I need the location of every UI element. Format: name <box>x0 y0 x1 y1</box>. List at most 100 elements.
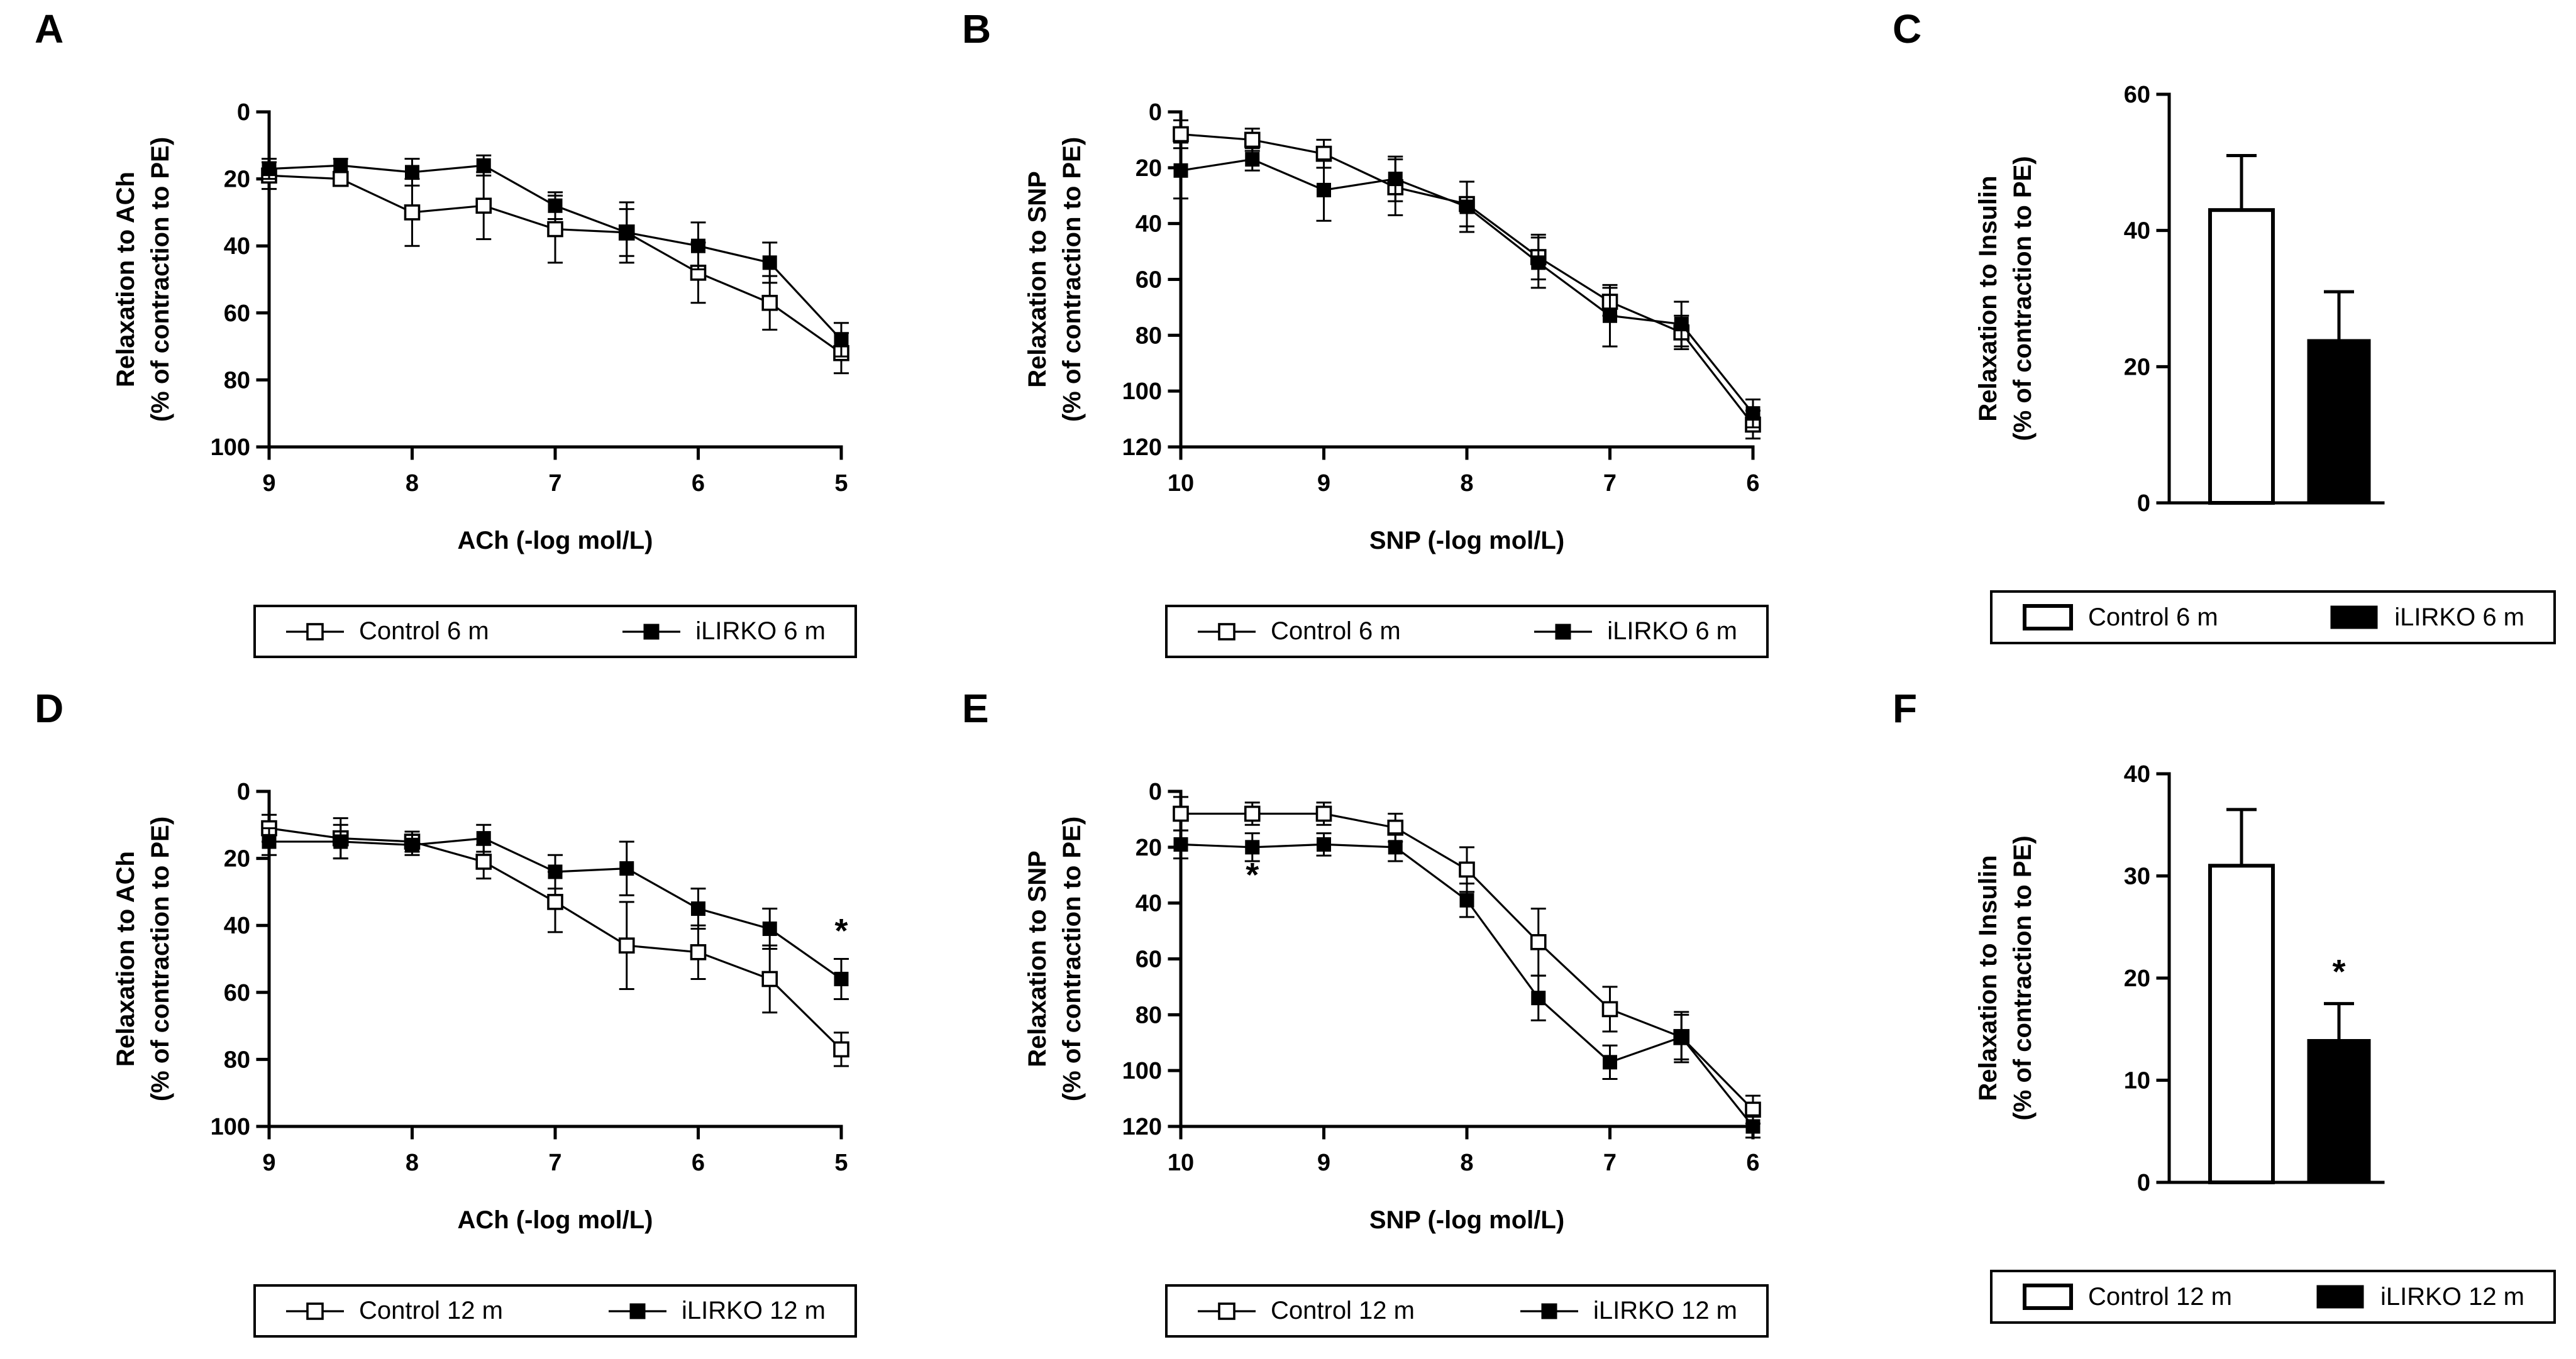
legend-label: Control 12 m <box>359 1297 503 1324</box>
chart-text: 9 <box>1317 470 1330 497</box>
chart-text: 20 <box>2124 354 2150 380</box>
bar-ilirko-6-m <box>2307 339 2371 503</box>
chart-text: 60 <box>224 300 250 327</box>
chart-text: 9 <box>262 470 275 497</box>
bar-control-12-m <box>2208 864 2275 1184</box>
filled-square-line-legend-marker-icon <box>609 1303 667 1319</box>
chart-text: 40 <box>1136 891 1162 917</box>
chart-text: 20 <box>2124 966 2150 992</box>
open-rect-legend-marker-icon <box>2023 604 2073 630</box>
panel-d-stack: 0 20 40 60 80 100 9 8 7 6 5 Relaxation to ACh (% of … <box>80 768 898 1338</box>
legend-item: iLIRKO 6 m <box>1533 617 1737 646</box>
chart-text: 30 <box>2124 864 2150 890</box>
chart-text: 7 <box>1603 1150 1617 1176</box>
legend-label: Control 12 m <box>2088 1282 2232 1311</box>
chart-text: 80 <box>1136 1002 1162 1028</box>
panel-a-stack: 0 20 40 60 80 100 9 8 7 6 5 Relaxation to ACh (% of … <box>80 88 898 658</box>
legend-item: Control 6 m <box>285 617 489 646</box>
chart-text: 120 <box>1122 1114 1162 1140</box>
chart-text: (% of contraction to PE) <box>2009 835 2037 1120</box>
chart-text: Relaxation to Insulin <box>1974 855 2002 1101</box>
panel-f: F 0 10 20 30 40 Relaxation to Insulin (% of co… <box>1792 680 2576 1359</box>
panel-letter-a: A <box>35 6 64 52</box>
bar-ilirko-12-m <box>2307 1039 2371 1183</box>
chart-text: 6 <box>1746 470 1759 497</box>
chart-text: 8 <box>1460 1150 1473 1176</box>
legend-item: iLIRKO 12 m <box>607 1297 826 1325</box>
significance-star: * <box>2332 953 2345 991</box>
chart-text: 100 <box>211 434 250 461</box>
panel-e: E 0 20 40 60 80 100 120 10 9 8 7 6 Relaxation to SNP… <box>912 680 1792 1359</box>
chart-text: 100 <box>1122 1058 1162 1084</box>
chart-text: SNP (-log mol/L) <box>1369 1206 1564 1234</box>
filled-square-line-legend-marker-icon <box>622 624 681 639</box>
panel-b-stack: 0 20 40 60 80 100 120 10 9 8 7 6 Relaxation to SNP (%… <box>992 88 1810 658</box>
chart-text: 6 <box>692 470 705 497</box>
chart-text: 7 <box>548 1150 561 1176</box>
panel-c: C 0 20 40 60 Relaxation to Insulin (% of cont… <box>1792 0 2576 680</box>
bar-control-6-m <box>2208 208 2275 505</box>
chart-text: (% of contraction to PE) <box>1058 137 1086 422</box>
open-square-line-legend-marker-icon <box>1198 622 1256 641</box>
chart-text: 8 <box>406 1150 419 1176</box>
chart-text: 0 <box>237 99 250 126</box>
open-square-line-legend-marker-icon <box>286 1302 344 1320</box>
chart-text: (% of contraction to PE) <box>146 137 174 422</box>
chart-text: 8 <box>1460 470 1473 497</box>
chart-text: (% of contraction to PE) <box>146 817 174 1101</box>
chart-text: 80 <box>224 367 250 393</box>
legend-label: Control 12 m <box>1271 1297 1415 1324</box>
legend-label: iLIRKO 6 m <box>695 617 826 645</box>
chart-text: 40 <box>2124 761 2150 788</box>
chart-text: 0 <box>2137 490 2150 517</box>
chart-text: 100 <box>211 1114 250 1140</box>
chart-text: 9 <box>1317 1150 1330 1176</box>
chart-text: 5 <box>834 470 848 497</box>
chart-text: 40 <box>224 233 250 260</box>
legend-item: Control 6 m <box>2021 603 2218 632</box>
filled-rect-legend-marker-icon <box>2330 605 2378 629</box>
panel-letter-d: D <box>35 686 64 731</box>
insulin-relaxation-6m-bar-chart: 0 20 40 60 Relaxation to Insulin (% of contra… <box>1974 82 2385 517</box>
legend-label: iLIRKO 12 m <box>1593 1297 1737 1324</box>
chart-text: 6 <box>692 1150 705 1176</box>
legend-item: Control 6 m <box>1197 617 1401 646</box>
filled-square-line-legend-marker-icon <box>1520 1303 1579 1319</box>
chart-text: 20 <box>224 846 250 872</box>
chart-text: 120 <box>1122 434 1162 461</box>
chart-text: 40 <box>1136 211 1162 238</box>
significance-star: * <box>834 912 848 950</box>
chart-text: 5 <box>834 1150 848 1176</box>
chart-text: 20 <box>224 167 250 193</box>
chart-text: SNP (-log mol/L) <box>1369 527 1564 554</box>
chart-text: 9 <box>262 1150 275 1176</box>
chart-text: Relaxation to ACh <box>112 851 140 1067</box>
legend-item: Control 12 m <box>2021 1282 2232 1311</box>
chart-text: 60 <box>2124 82 2150 108</box>
insulin-relaxation-12m-bar-chart: 0 10 20 30 40 Relaxation to Insulin (% of cont… <box>1974 761 2385 1196</box>
ach-dose-response-6m-chart: 0 20 40 60 80 100 9 8 7 6 5 Relaxation to ACh (% of … <box>112 99 849 554</box>
panel-a: A 0 20 40 60 80 100 9 8 7 6 5 Relaxation to ACh (% o… <box>0 0 912 680</box>
chart-text: 40 <box>224 913 250 939</box>
chart-text: Relaxation to SNP <box>1024 171 1051 388</box>
legend-label: Control 6 m <box>1271 617 1401 645</box>
legend-item: Control 12 m <box>1197 1297 1415 1325</box>
chart-text: ACh (-log mol/L) <box>457 1206 653 1234</box>
chart-text: 0 <box>2137 1170 2150 1196</box>
chart-text: 20 <box>1136 155 1162 182</box>
legend-box-f: Control 12 m iLIRKO 12 m <box>1990 1270 2556 1324</box>
chart-text: 100 <box>1122 378 1162 405</box>
open-rect-legend-marker-icon <box>2023 1284 2073 1310</box>
legend-label: iLIRKO 6 m <box>2394 603 2524 631</box>
chart-text: Relaxation to ACh <box>112 172 140 387</box>
panel-letter-e: E <box>962 686 989 731</box>
chart-text: Relaxation to SNP <box>1024 850 1051 1067</box>
chart-text: Relaxation to Insulin <box>1974 175 2002 421</box>
chart-text: (% of contraction to PE) <box>2009 156 2037 441</box>
chart-text: 60 <box>224 980 250 1006</box>
panel-letter-c: C <box>1893 6 1922 52</box>
legend-box-b: Control 6 m iLIRKO 6 m <box>1165 605 1769 658</box>
legend-label: iLIRKO 6 m <box>1607 617 1737 645</box>
